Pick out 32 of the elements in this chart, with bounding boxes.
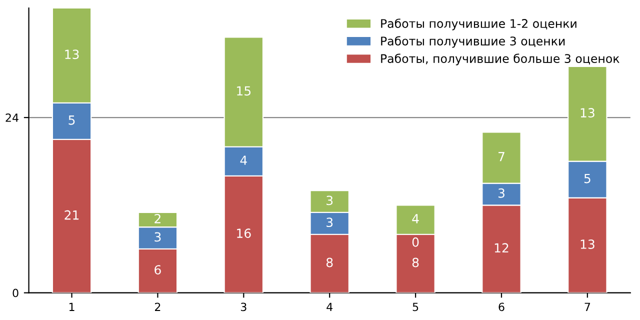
- x-tick-label: 3: [240, 302, 246, 312]
- data-label: 8: [326, 258, 333, 268]
- data-label: 3: [154, 232, 161, 242]
- data-label: 2: [154, 214, 160, 224]
- data-label: 5: [68, 116, 75, 125]
- x-tick-label: 1: [69, 302, 74, 311]
- y-tick-label: 24: [6, 114, 18, 122]
- data-label: 13: [580, 240, 594, 249]
- data-label: 3: [326, 196, 333, 206]
- x-tick-label: 6: [498, 302, 504, 312]
- data-label: 13: [65, 50, 79, 60]
- legend-label: Работы получившие 1-2 оценки: [381, 18, 576, 30]
- data-label: 3: [326, 218, 333, 228]
- data-label: 8: [412, 258, 419, 268]
- data-label: 16: [237, 228, 251, 238]
- legend-label: Работы получившие 3 оценки: [381, 36, 565, 48]
- data-label: 3: [498, 188, 504, 198]
- data-label: 13: [580, 108, 594, 118]
- x-tick-label: 5: [412, 302, 418, 312]
- data-label: 4: [240, 156, 247, 165]
- data-label: 15: [237, 86, 251, 96]
- data-label: 7: [498, 152, 504, 162]
- x-tick-label: 4: [326, 302, 333, 311]
- data-label: 6: [154, 265, 161, 275]
- data-label: 4: [412, 214, 419, 224]
- data-label: 12: [494, 243, 508, 252]
- x-tick-label: 2: [154, 302, 160, 311]
- data-label: 21: [64, 210, 79, 220]
- legend-label: Работы, получившие больше 3 оценок: [381, 54, 620, 66]
- x-tick-label: 7: [584, 302, 590, 311]
- data-label: 0: [412, 237, 419, 247]
- data-label: 5: [584, 174, 590, 184]
